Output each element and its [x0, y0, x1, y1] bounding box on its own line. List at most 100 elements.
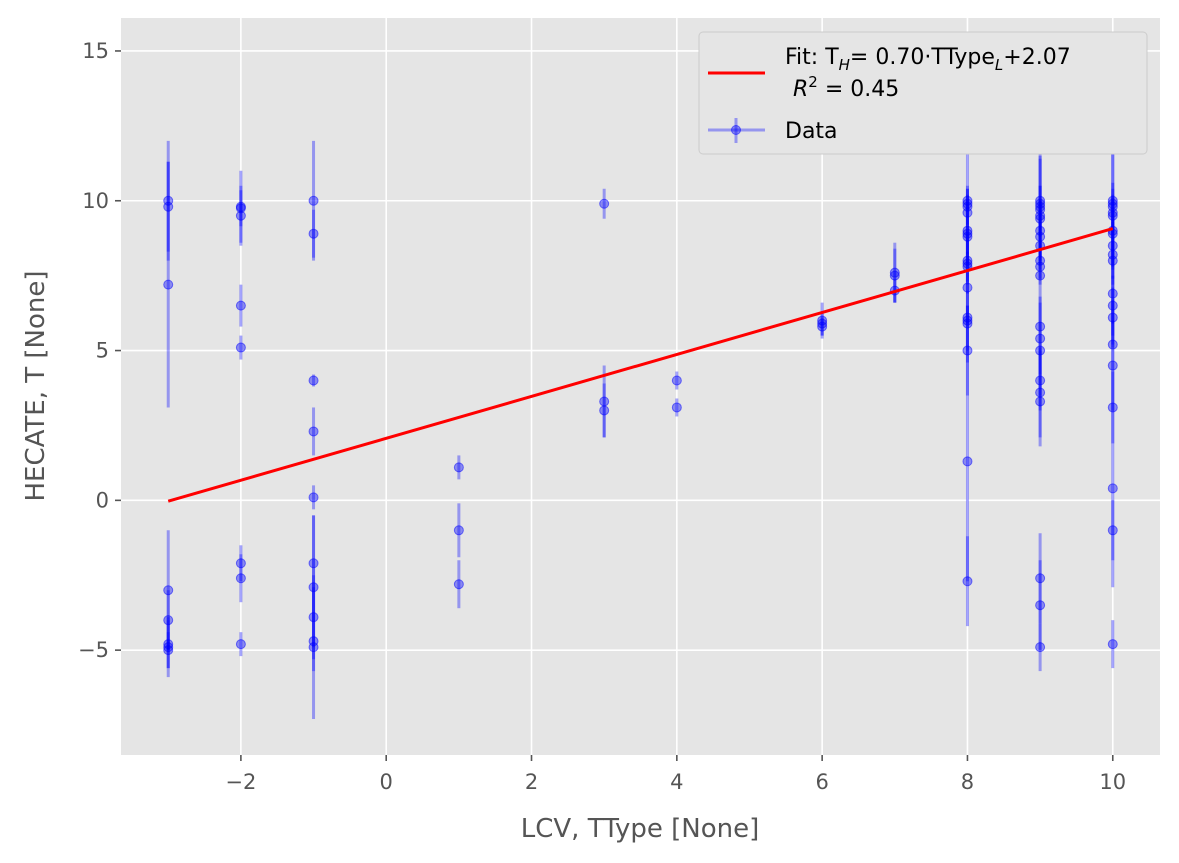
data-point	[235, 210, 246, 221]
legend-r2-label-pre: R	[793, 77, 808, 102]
legend-fit-label: Fit: TH= 0.70·TTypeL+2.07	[785, 45, 1071, 74]
data-point	[1107, 312, 1118, 323]
y-tick-label: 0	[96, 488, 109, 512]
data-point	[1035, 375, 1046, 386]
data-point	[962, 318, 973, 329]
x-tick-label: 0	[380, 770, 393, 794]
data-point	[1035, 231, 1046, 242]
x-tick-label: 8	[961, 770, 974, 794]
data-point	[308, 228, 319, 239]
data-point	[671, 402, 682, 413]
data-point	[1035, 321, 1046, 332]
data-point	[1107, 639, 1118, 650]
data-point	[1035, 345, 1046, 356]
data-point	[962, 258, 973, 269]
data-point	[962, 576, 973, 587]
data-point	[1035, 600, 1046, 611]
data-point	[1107, 210, 1118, 221]
data-point	[1107, 483, 1118, 494]
y-axis-ticks: −5 0 5 10 15	[78, 39, 121, 662]
data-point	[308, 426, 319, 437]
data-point	[1107, 240, 1118, 251]
data-point	[889, 270, 900, 281]
legend-data-label: Data	[785, 119, 838, 144]
legend-fit-label-rest: = 0.70·TType	[850, 45, 995, 70]
data-point	[1035, 210, 1046, 221]
grid-lines	[121, 18, 1160, 755]
data-point	[889, 267, 900, 278]
data-point	[453, 462, 464, 473]
data-point	[962, 282, 973, 293]
data-point	[163, 201, 174, 212]
data-point	[962, 207, 973, 218]
data-point	[308, 195, 319, 206]
y-axis-title: HECATE, T [None]	[21, 270, 51, 501]
x-tick-label: 4	[670, 770, 683, 794]
data-point	[1035, 270, 1046, 281]
data-point	[599, 405, 610, 416]
data-point	[1035, 642, 1046, 653]
data-point	[1035, 213, 1046, 224]
fit-line	[167, 227, 1114, 503]
y-tick-label: 15	[82, 39, 109, 63]
data-point	[1107, 525, 1118, 536]
legend-r2-label-end: = 0.45	[818, 77, 899, 102]
data-point	[1035, 261, 1046, 272]
y-tick-label: 10	[82, 189, 109, 213]
legend-data-marker	[731, 125, 741, 135]
data-point	[235, 639, 246, 650]
data-point	[1107, 255, 1118, 266]
data-point	[962, 456, 973, 467]
data-point	[163, 585, 174, 596]
legend: Fit: TH= 0.70·TTypeL+2.07 R2 = 0.45 Data	[698, 31, 1148, 155]
data-point	[163, 645, 174, 656]
data-point	[308, 612, 319, 623]
data-point	[1107, 402, 1118, 413]
data-point	[308, 558, 319, 569]
data-point	[962, 228, 973, 239]
legend-box	[698, 31, 1148, 155]
data-point	[308, 375, 319, 386]
data-point	[1035, 333, 1046, 344]
data-point	[962, 231, 973, 242]
data-point	[1107, 360, 1118, 371]
error-bars	[166, 56, 1115, 720]
data-point	[163, 279, 174, 290]
legend-r2-label: R2 = 0.45	[793, 73, 899, 102]
x-tick-label: 10	[1099, 770, 1126, 794]
legend-fit-label-main: Fit: T	[785, 45, 839, 70]
x-axis-ticks: −2 0 2 4 6 8 10	[225, 755, 1126, 794]
legend-r2-label-sup: 2	[808, 73, 818, 91]
data-point	[1035, 573, 1046, 584]
legend-fit-label-end: +2.07	[1003, 45, 1070, 70]
y-tick-label: 5	[96, 339, 109, 363]
data-points	[163, 195, 1118, 656]
legend-fit-label-sub2: L	[995, 56, 1003, 74]
data-point	[1107, 207, 1118, 218]
data-point	[599, 396, 610, 407]
data-point	[817, 321, 828, 332]
data-point	[308, 642, 319, 653]
x-tick-label: 6	[815, 770, 828, 794]
data-point	[235, 300, 246, 311]
data-point	[817, 318, 828, 329]
data-point	[235, 573, 246, 584]
data-point	[308, 582, 319, 593]
data-point	[1107, 339, 1118, 350]
data-point	[163, 615, 174, 626]
data-point	[962, 345, 973, 356]
data-point	[1035, 387, 1046, 398]
x-tick-label: −2	[225, 770, 256, 794]
data-point	[599, 198, 610, 209]
data-point	[235, 558, 246, 569]
data-point	[308, 492, 319, 503]
data-point	[671, 375, 682, 386]
data-point	[962, 315, 973, 326]
x-axis-title: LCV, TType [None]	[521, 814, 759, 844]
data-point	[1035, 396, 1046, 407]
data-point	[235, 203, 246, 214]
fit-line-group	[167, 227, 1114, 503]
data-point	[235, 342, 246, 353]
data-point	[1107, 300, 1118, 311]
